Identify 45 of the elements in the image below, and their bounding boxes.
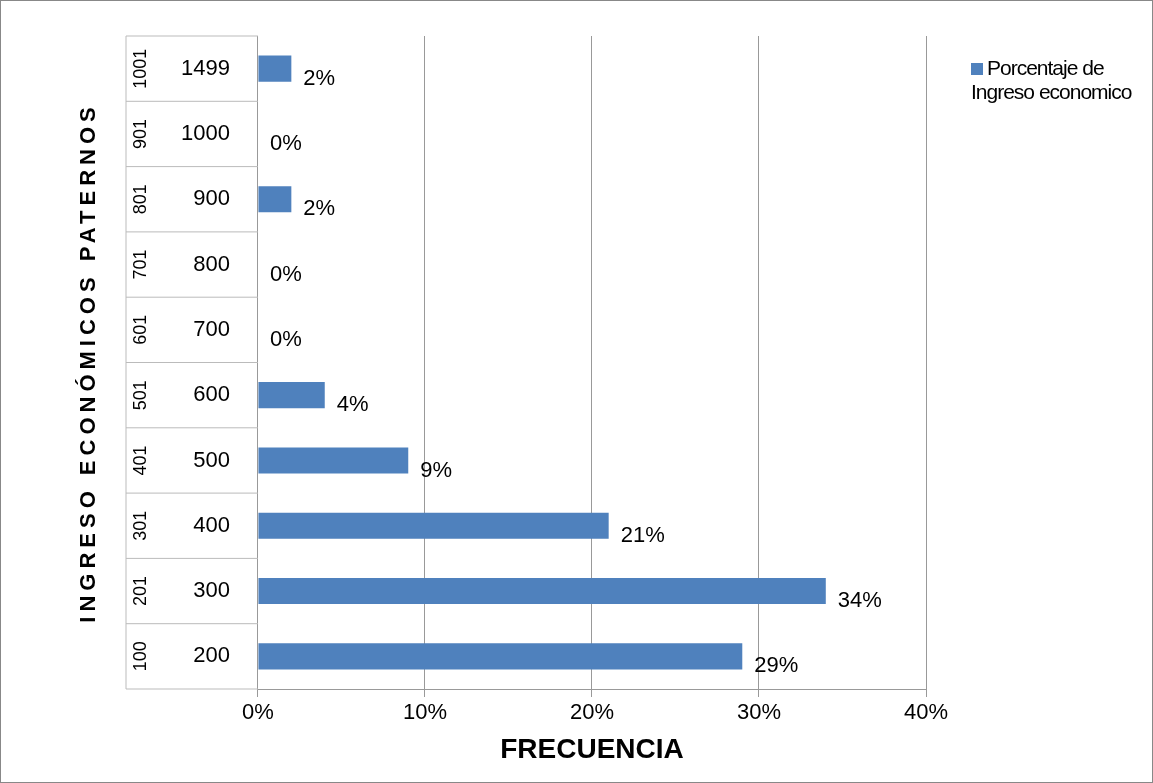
y-tick-label: 400 bbox=[193, 511, 230, 537]
text: 29% bbox=[754, 652, 799, 678]
y-tick-label: 700 bbox=[193, 315, 230, 341]
y-tick-label: 900 bbox=[193, 185, 230, 211]
text: 21% bbox=[620, 521, 665, 547]
text: 401 bbox=[129, 445, 150, 476]
text: 0% bbox=[269, 130, 302, 156]
bar bbox=[258, 55, 292, 82]
text: 9% bbox=[420, 456, 453, 482]
text: 2% bbox=[303, 64, 336, 90]
bar bbox=[258, 447, 409, 474]
text: 701 bbox=[129, 249, 150, 280]
y-tick-label: 300 bbox=[193, 577, 230, 603]
text: 34% bbox=[837, 587, 882, 613]
text: 201 bbox=[129, 576, 150, 607]
text: 501 bbox=[129, 380, 150, 411]
text: 301 bbox=[129, 510, 150, 541]
text: 100 bbox=[129, 641, 150, 672]
text: 4% bbox=[336, 391, 369, 417]
y-tick-label: 1000 bbox=[180, 120, 230, 146]
bar bbox=[258, 643, 743, 670]
y-tick-label: 200 bbox=[193, 642, 230, 668]
x-tick-label: 20% bbox=[569, 699, 614, 725]
y-axis-title: INGRESO ECONÓMICOS PATERNOS bbox=[75, 102, 101, 623]
text: 901 bbox=[129, 118, 150, 149]
bar bbox=[258, 577, 826, 605]
y-tick-label: 800 bbox=[193, 250, 230, 276]
text: 601 bbox=[129, 314, 150, 345]
legend-label: Porcentaje de Ingreso economico bbox=[971, 56, 1133, 104]
y-tick-label: 600 bbox=[193, 381, 230, 407]
bar bbox=[258, 512, 609, 539]
text: 1001 bbox=[129, 48, 150, 89]
x-tick-label: 30% bbox=[736, 699, 782, 725]
y-tick-label: 500 bbox=[193, 446, 230, 472]
x-tick-label: 0% bbox=[242, 699, 274, 725]
text: 2% bbox=[303, 195, 336, 221]
bar bbox=[258, 186, 292, 213]
bar bbox=[258, 382, 325, 409]
x-axis-title: FRECUENCIA bbox=[500, 732, 684, 764]
text: 801 bbox=[129, 184, 150, 215]
x-tick-label: 10% bbox=[402, 699, 447, 725]
text: 0% bbox=[269, 325, 302, 351]
x-tick-label: 40% bbox=[903, 699, 949, 725]
text: 0% bbox=[269, 260, 302, 286]
y-tick-label: 1499 bbox=[180, 54, 230, 80]
